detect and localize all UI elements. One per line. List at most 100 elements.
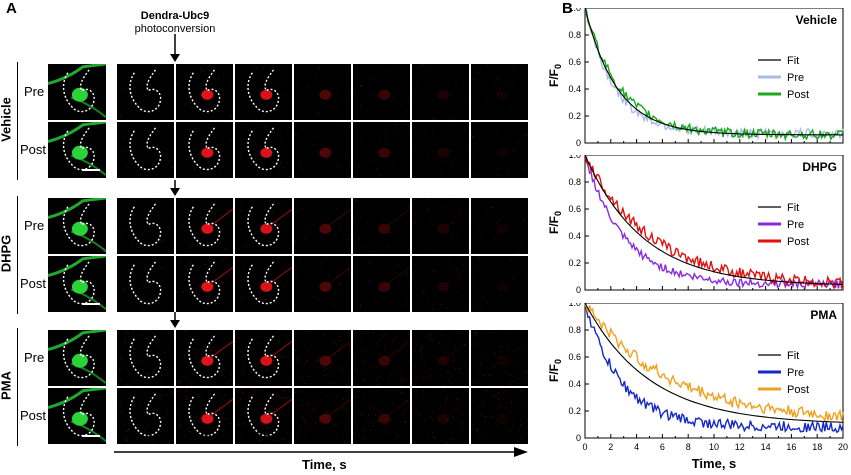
group-bracket xyxy=(17,62,18,180)
y-tick-label: 0 xyxy=(576,285,581,295)
series-line-pre xyxy=(584,156,844,291)
y-tick-label: 0.6 xyxy=(568,204,581,214)
group-bracket xyxy=(17,328,18,446)
red-micrograph xyxy=(294,256,351,312)
x-tick-label: 0 xyxy=(582,442,587,452)
x-tick-label: 18 xyxy=(812,442,822,452)
red-micrograph xyxy=(294,330,351,386)
red-micrograph xyxy=(412,330,469,386)
group-label-pma: PMA xyxy=(0,371,14,400)
y-tick-label: 0 xyxy=(576,138,581,148)
group-bracket xyxy=(17,196,18,314)
photoconversion-arrow xyxy=(170,34,180,62)
red-micrograph xyxy=(294,122,351,178)
red-micrograph xyxy=(353,388,410,444)
panel-a-micrographs: Vehicle Pre Post DHPG Pre Post PMA Pre Post xyxy=(0,34,528,446)
x-tick-label: 16 xyxy=(786,442,796,452)
chart-title: Vehicle xyxy=(796,13,838,27)
x-tick-label: 20 xyxy=(838,442,848,452)
panel-b-label: B xyxy=(562,0,573,17)
panel-b-charts: 0 0.2 0.4 0.6 0.8 1.0 F/F0 Vehicle Fit Pre Post 0 0.… xyxy=(545,0,851,475)
x-tick-label: 12 xyxy=(735,442,745,452)
chart-title: PMA xyxy=(810,308,837,322)
red-micrograph xyxy=(235,122,292,178)
red-micrograph xyxy=(471,256,528,312)
y-tick-label: 0.8 xyxy=(568,30,581,40)
y-axis-label: F/F0 xyxy=(547,64,563,87)
plot-frame xyxy=(584,8,844,144)
red-micrograph xyxy=(117,330,174,386)
y-tick-label: 0 xyxy=(576,433,581,443)
x-tick-label: 10 xyxy=(709,442,719,452)
row-label-pre: Pre xyxy=(24,84,45,99)
x-tick-label: 4 xyxy=(634,442,639,452)
red-micrograph xyxy=(412,198,469,254)
legend-label: Post xyxy=(787,236,809,248)
row-label-pre: Pre xyxy=(24,350,45,365)
series-line-post xyxy=(584,155,844,290)
red-micrograph xyxy=(117,198,174,254)
legend-label: Pre xyxy=(787,219,804,231)
red-micrograph xyxy=(471,198,528,254)
red-micrograph xyxy=(471,388,528,444)
panel-a-label: A xyxy=(6,0,17,17)
red-micrograph xyxy=(235,198,292,254)
y-axis-label: F/F0 xyxy=(547,211,563,234)
series-line-pre xyxy=(584,8,844,141)
green-micrograph xyxy=(48,256,106,312)
group-label-dhpg: DHPG xyxy=(0,234,14,273)
y-tick-label: 0.2 xyxy=(568,406,581,416)
x-tick-label: 2 xyxy=(608,442,613,452)
red-micrograph xyxy=(235,64,292,120)
decay-chart-pma: 0 0.2 0.4 0.6 0.8 1.0 0 2 4 6 8 10 12 14 16 18 20 Time, s… xyxy=(547,303,848,471)
x-axis-label: Time, s xyxy=(692,456,737,471)
red-micrograph xyxy=(117,64,174,120)
time-axis-arrow xyxy=(114,447,528,457)
red-micrograph xyxy=(294,198,351,254)
series-line-post xyxy=(585,8,844,142)
time-tick: 5 xyxy=(437,431,445,443)
green-micrograph xyxy=(48,64,106,120)
x-tick-label: 6 xyxy=(660,442,665,452)
y-tick-label: 0.2 xyxy=(568,111,581,121)
red-micrograph xyxy=(117,122,174,178)
green-micrograph xyxy=(48,122,106,178)
green-micrograph xyxy=(48,198,106,254)
series-line-post xyxy=(584,304,844,423)
legend-label: Fit xyxy=(787,350,799,362)
x-tick-label: 14 xyxy=(761,442,771,452)
y-tick-label: 0.4 xyxy=(568,379,581,389)
x-tick-label: 8 xyxy=(686,442,691,452)
red-micrograph xyxy=(412,122,469,178)
row-label-post: Post xyxy=(20,142,47,157)
red-micrograph xyxy=(353,122,410,178)
red-micrograph xyxy=(353,198,410,254)
y-tick-label: 0.4 xyxy=(568,231,581,241)
red-micrograph xyxy=(235,330,292,386)
legend-label: Fit xyxy=(787,55,799,67)
green-micrograph xyxy=(48,388,106,444)
group-label-vehicle: Vehicle xyxy=(0,97,14,142)
y-tick-label: 0.4 xyxy=(568,84,581,94)
red-micrograph xyxy=(353,330,410,386)
red-micrograph xyxy=(235,388,292,444)
red-micrograph xyxy=(412,388,469,444)
row-label-post: Post xyxy=(20,276,47,291)
time-tick: 1.5 xyxy=(315,431,331,443)
red-micrograph xyxy=(353,64,410,120)
red-micrograph xyxy=(176,64,233,120)
red-micrograph xyxy=(117,256,174,312)
time-tick: 2.5 xyxy=(374,431,390,443)
y-tick-label: 0.6 xyxy=(568,57,581,67)
red-micrograph xyxy=(176,198,233,254)
y-tick-label: 1.0 xyxy=(568,155,581,160)
legend-label: Post xyxy=(787,384,809,396)
decay-chart-dhpg: 0 0.2 0.4 0.6 0.8 1.0 F/F0 DHPG Fit Pre Post xyxy=(547,155,844,295)
red-micrograph xyxy=(412,64,469,120)
red-micrograph xyxy=(235,256,292,312)
legend-label: Pre xyxy=(787,367,804,379)
y-tick-label: 1.0 xyxy=(568,303,581,308)
decay-chart-vehicle: 0 0.2 0.4 0.6 0.8 1.0 F/F0 Vehicle Fit Pre Post xyxy=(547,8,844,148)
series-line-fit xyxy=(584,303,844,423)
red-micrograph xyxy=(353,256,410,312)
